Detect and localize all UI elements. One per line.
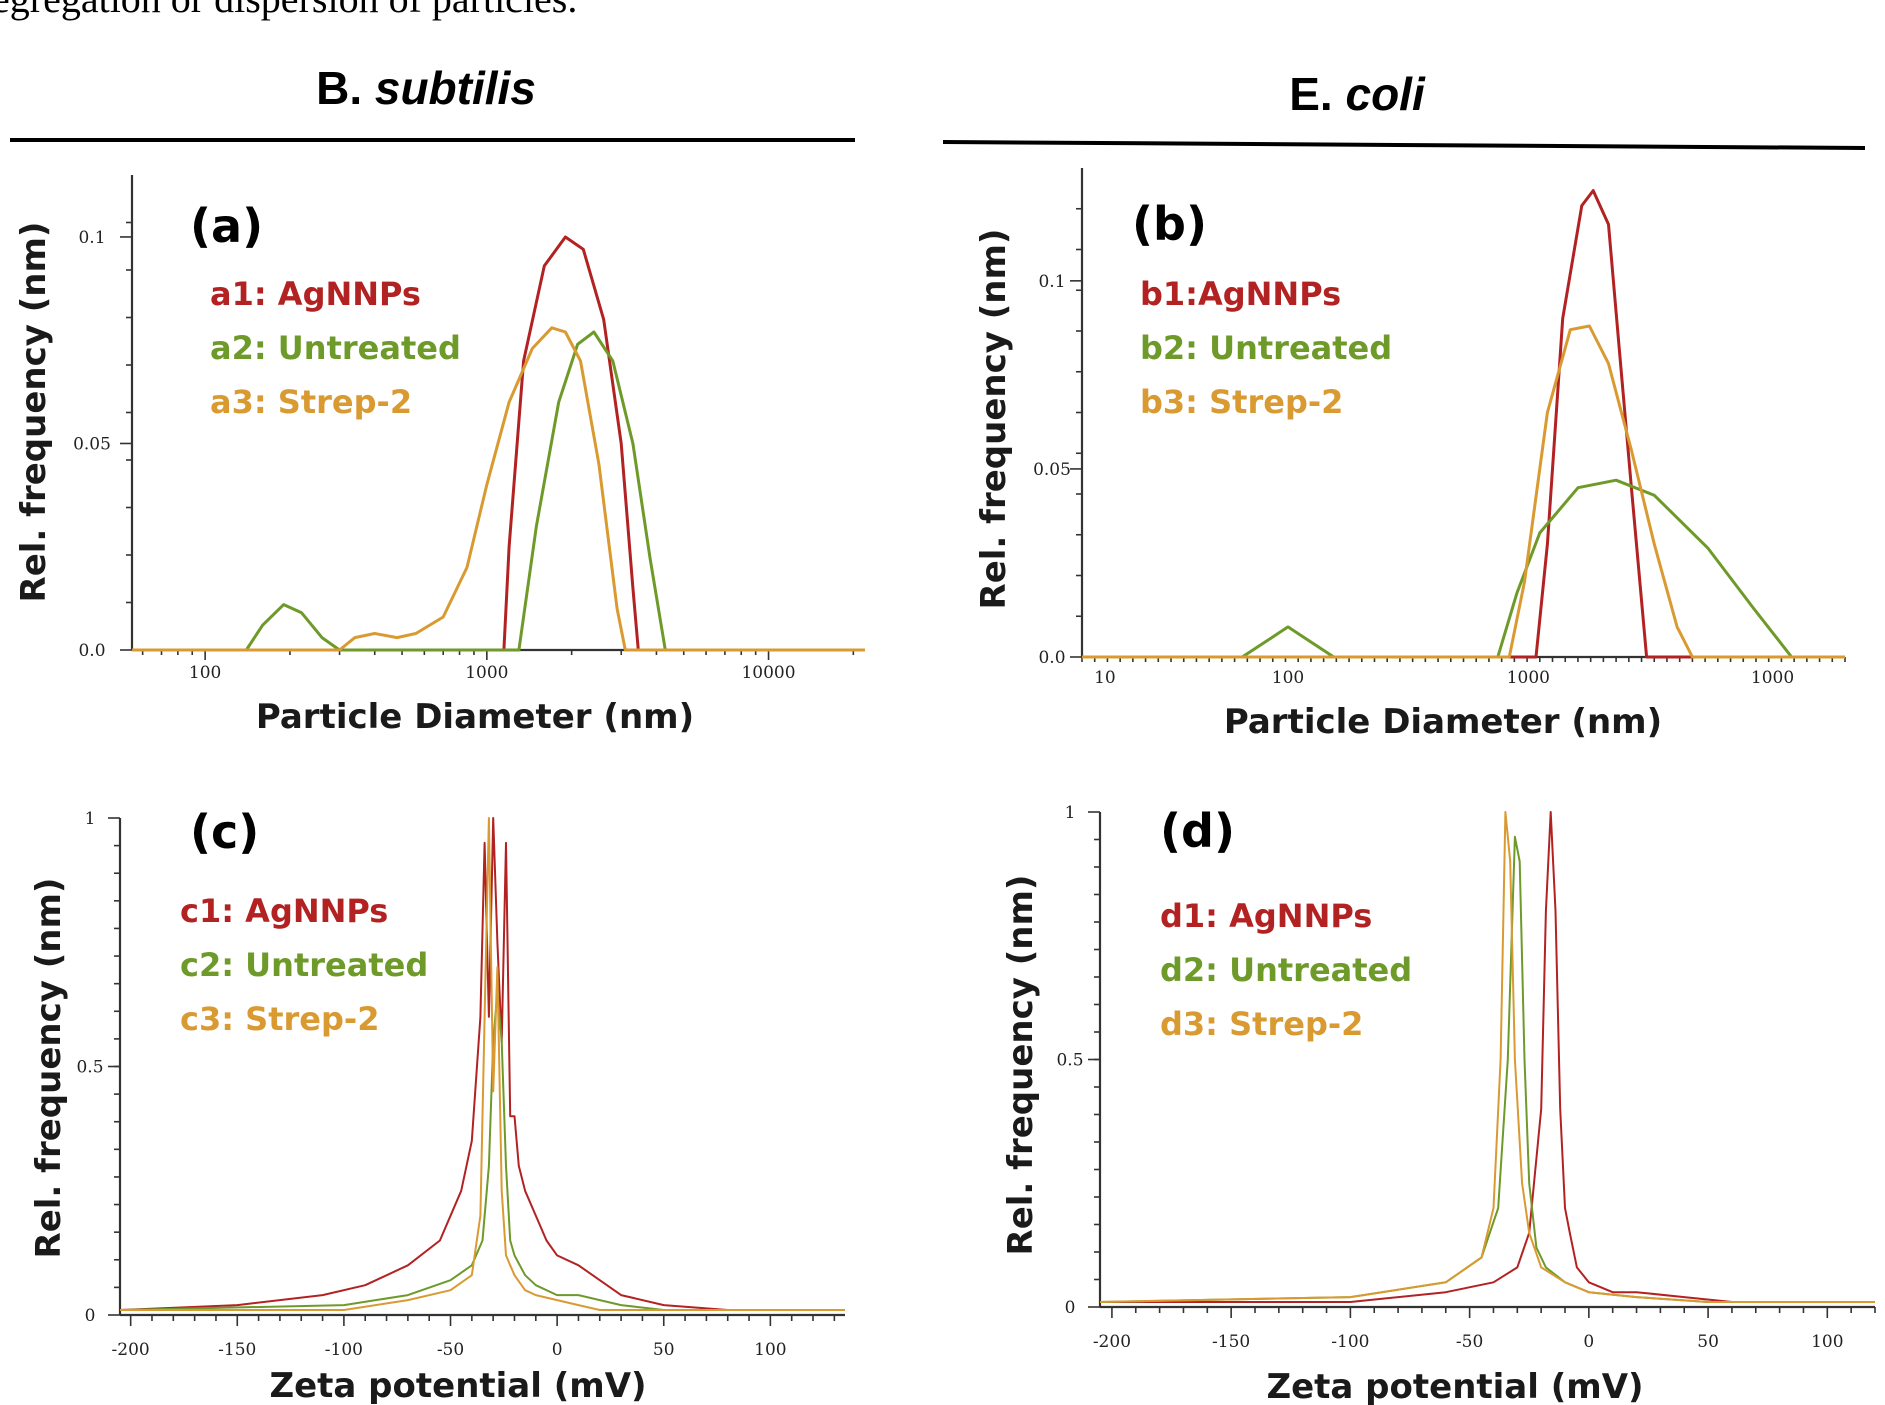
y-axis-label: Rel. frequency (nm) xyxy=(29,878,69,1259)
x-axis-label: Particle Diameter (nm) xyxy=(256,697,694,737)
x-tick-label: 0 xyxy=(1583,1332,1594,1352)
y-tick-label: 0 xyxy=(1065,1298,1076,1318)
legend-entry: b1:AgNNPs xyxy=(1140,275,1341,313)
y-tick-label: 0.5 xyxy=(1056,1051,1083,1071)
x-tick-label: 1000 xyxy=(1751,668,1794,688)
y-axis-label: Rel. frequency (nm) xyxy=(14,222,54,603)
x-tick-label: -200 xyxy=(1093,1332,1131,1352)
legend-entry: c2: Untreated xyxy=(180,946,428,984)
x-tick-label: 10000 xyxy=(741,663,795,683)
x-tick-label: 100 xyxy=(1272,668,1304,688)
x-tick-label: -50 xyxy=(1456,1332,1483,1352)
y-tick-label: 0.1 xyxy=(1038,272,1065,292)
legend-entry: a3: Strep-2 xyxy=(210,383,412,421)
column-rule-right xyxy=(942,140,1866,150)
y-tick-label: 0.0 xyxy=(78,641,105,661)
panel-label: (d) xyxy=(1160,804,1235,858)
y-tick-label: 0.5 xyxy=(76,1058,103,1078)
legend-entry: b3: Strep-2 xyxy=(1140,383,1343,421)
y-tick-label: 0.0 xyxy=(1038,648,1065,668)
x-tick-label: -200 xyxy=(112,1340,150,1360)
series-line xyxy=(1082,324,1845,659)
series-line xyxy=(1082,478,1845,659)
y-tick-label: 1 xyxy=(1065,803,1076,823)
panel-label: (c) xyxy=(190,805,259,859)
series-line xyxy=(132,330,865,652)
x-axis-label: Particle Diameter (nm) xyxy=(1224,702,1662,742)
x-tick-label: 100 xyxy=(189,663,221,683)
column-title-bsubtilis: B. subtilis xyxy=(316,62,536,114)
legend-entry: d2: Untreated xyxy=(1160,951,1412,989)
x-tick-label: 0 xyxy=(552,1340,563,1360)
x-tick-label: -100 xyxy=(325,1340,363,1360)
legend-entry: c1: AgNNPs xyxy=(180,892,388,930)
panel-label: (b) xyxy=(1132,197,1207,251)
series-line xyxy=(132,235,865,652)
y-tick-label: 0.05 xyxy=(73,434,111,454)
column-title-bsubtilis-plain: B. xyxy=(316,62,375,114)
y-tick-label: 1 xyxy=(85,809,96,829)
y-tick-label: 0.1 xyxy=(78,228,105,248)
panel-label: (a) xyxy=(190,199,263,253)
x-tick-label: 10 xyxy=(1094,668,1116,688)
legend-entry: d3: Strep-2 xyxy=(1160,1005,1363,1043)
y-tick-label: 0.05 xyxy=(1033,460,1071,480)
panel-c: 0 0.5 1 -200 -150 -100 -50 0 50 100 (c) c1: AgNNPs c… xyxy=(29,805,845,1405)
x-axis-label: Zeta potential (mV) xyxy=(269,1366,646,1405)
x-tick-label: 50 xyxy=(653,1340,675,1360)
series-line xyxy=(1099,811,1875,1303)
series-line xyxy=(1082,189,1845,659)
legend-entry: d1: AgNNPs xyxy=(1160,897,1372,935)
legend-entry: a2: Untreated xyxy=(210,329,461,367)
legend-entry: b2: Untreated xyxy=(1140,329,1392,367)
x-tick-label: 100 xyxy=(754,1340,786,1360)
y-axis-label: Rel. frequency (nm) xyxy=(974,229,1014,610)
y-axis-label: Rel. frequency (nm) xyxy=(1001,875,1041,1256)
panel-a: 0.0 0.05 0.1 100 1000 10000 (a) a1: AgNNPs a2: U… xyxy=(14,175,865,737)
x-tick-label: 1000 xyxy=(465,663,508,683)
series-line xyxy=(119,991,845,1311)
column-title-bsubtilis-italic: subtilis xyxy=(375,62,536,114)
x-tick-label: -150 xyxy=(218,1340,256,1360)
x-tick-label: 100 xyxy=(1811,1332,1843,1352)
column-title-ecoli: E. coli xyxy=(1289,68,1426,120)
x-axis-label: Zeta potential (mV) xyxy=(1266,1367,1643,1405)
series-line xyxy=(120,817,845,1311)
column-title-ecoli-plain: E. xyxy=(1289,68,1345,120)
x-tick-label: 50 xyxy=(1697,1332,1719,1352)
legend-entry: c3: Strep-2 xyxy=(180,1000,379,1038)
x-tick-label: -100 xyxy=(1331,1332,1369,1352)
column-title-ecoli-italic: coli xyxy=(1346,68,1426,120)
panel-b: 0.0 0.05 0.1 10 100 1000 1000 (b) b1:AgNNPs b2: U… xyxy=(974,168,1846,742)
x-tick-label: -50 xyxy=(437,1340,464,1360)
series-line xyxy=(132,326,865,652)
x-tick-label: -150 xyxy=(1212,1332,1250,1352)
panel-d: 0 0.5 1 -200 -150 -100 -50 0 50 100 (d) d1: AgNNPs d… xyxy=(1001,803,1876,1405)
series-line xyxy=(1100,811,1875,1303)
x-tick-label: 1000 xyxy=(1507,668,1550,688)
series-line xyxy=(119,817,845,1311)
caption-fragment: egregation or dispersion of particles. xyxy=(0,0,577,21)
legend-entry: a1: AgNNPs xyxy=(210,275,421,313)
y-tick-label: 0 xyxy=(85,1306,96,1326)
